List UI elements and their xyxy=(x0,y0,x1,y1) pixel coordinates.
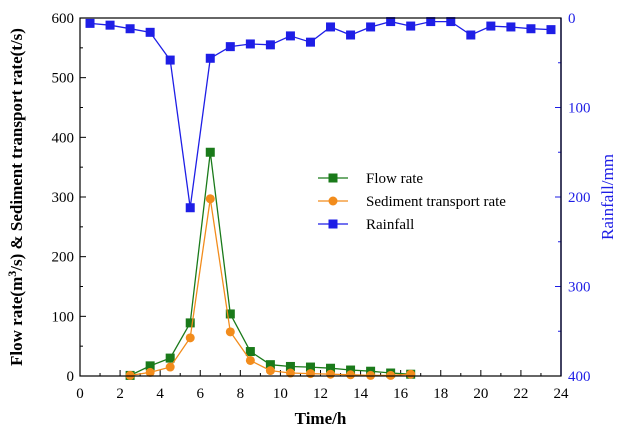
data-point-flow-rate xyxy=(225,309,235,319)
data-point-sediment xyxy=(145,367,155,377)
x-tick-label: 4 xyxy=(156,386,164,402)
left-y-tick-label: 600 xyxy=(52,11,75,27)
legend-marker-rainfall xyxy=(328,219,338,229)
data-point-rainfall xyxy=(285,31,295,41)
x-axis-title: Time/h xyxy=(295,409,347,428)
x-tick-label: 22 xyxy=(513,386,528,402)
data-point-rainfall xyxy=(245,39,255,49)
left-y-tick-label: 0 xyxy=(67,369,75,385)
data-point-flow-rate xyxy=(145,361,155,371)
data-point-rainfall xyxy=(486,21,496,31)
data-point-rainfall xyxy=(85,18,95,28)
data-point-flow-rate xyxy=(346,365,356,375)
x-tick-label: 20 xyxy=(473,386,488,402)
left-y-tick-label: 400 xyxy=(52,130,75,146)
data-point-sediment xyxy=(406,369,416,379)
data-point-rainfall xyxy=(546,25,556,35)
x-tick-label: 8 xyxy=(237,386,245,402)
x-tick-label: 2 xyxy=(116,386,124,402)
legend-marker-sediment xyxy=(328,196,338,206)
right-y-tick-label: 100 xyxy=(568,101,591,117)
data-point-sediment xyxy=(225,327,235,337)
data-point-rainfall xyxy=(386,17,396,27)
data-point-sediment xyxy=(185,333,195,343)
left-y-axis-title-part-1: Flow rate(m xyxy=(7,277,26,366)
legend-marker-flow-rate xyxy=(328,173,338,183)
x-tick-label: 12 xyxy=(313,386,328,402)
data-point-rainfall xyxy=(326,22,336,32)
data-point-flow-rate xyxy=(265,360,275,370)
data-point-rainfall xyxy=(205,53,215,63)
data-point-rainfall xyxy=(265,40,275,50)
data-point-rainfall xyxy=(506,22,516,32)
right-y-axis-title: Rainfall/mm xyxy=(598,154,617,240)
data-point-rainfall xyxy=(346,30,356,40)
data-point-sediment xyxy=(285,368,295,378)
right-y-tick-label: 0 xyxy=(568,11,576,27)
data-point-rainfall xyxy=(446,17,456,27)
tick-layer: 0 2 4 6 8 10 12 14 16 18 20 22 240100200300400500600… xyxy=(52,11,591,402)
left-y-tick-label: 200 xyxy=(52,250,75,266)
legend-label-flow-rate: Flow rate xyxy=(366,171,423,187)
data-point-flow-rate xyxy=(285,361,295,371)
plot-frame xyxy=(79,17,562,377)
data-point-rainfall xyxy=(305,37,315,47)
right-y-tick-label: 400 xyxy=(568,369,591,385)
data-point-sediment xyxy=(305,369,315,379)
x-tick-label: 10 xyxy=(273,386,288,402)
data-point-sediment xyxy=(265,366,275,376)
series-layer xyxy=(85,17,556,380)
legend: Flow rate Sediment transport rate Rainfa… xyxy=(318,171,506,233)
data-point-rainfall xyxy=(145,27,155,37)
data-point-rainfall xyxy=(466,30,476,40)
data-point-sediment xyxy=(165,362,175,372)
legend-label-rainfall: Rainfall xyxy=(366,217,414,233)
left-y-tick-label: 300 xyxy=(52,190,75,206)
legend-label-sediment: Sediment transport rate xyxy=(366,194,506,210)
data-point-rainfall xyxy=(426,17,436,27)
x-tick-label: 6 xyxy=(197,386,205,402)
data-point-rainfall xyxy=(105,20,115,30)
x-tick-label: 0 xyxy=(76,386,84,402)
data-point-rainfall xyxy=(125,24,135,34)
data-point-flow-rate xyxy=(165,353,175,363)
data-point-flow-rate xyxy=(205,147,215,157)
data-point-rainfall xyxy=(526,24,536,34)
data-point-rainfall xyxy=(406,21,416,31)
right-y-tick-label: 300 xyxy=(568,280,591,296)
data-point-sediment xyxy=(326,369,336,379)
data-point-flow-rate xyxy=(185,318,195,328)
data-point-flow-rate xyxy=(326,363,336,373)
x-tick-label: 18 xyxy=(433,386,448,402)
data-point-rainfall xyxy=(366,22,376,32)
left-y-axis-title-superscript: 3 xyxy=(5,271,19,277)
x-tick-label: 24 xyxy=(554,386,570,402)
data-point-sediment xyxy=(205,194,215,204)
x-tick-label: 14 xyxy=(353,386,369,402)
left-y-axis-title-part-2: /s) & Sediment transport rate(t/s) xyxy=(7,28,26,272)
data-point-rainfall xyxy=(225,42,235,52)
data-point-sediment xyxy=(245,355,255,365)
data-point-rainfall xyxy=(185,203,195,213)
data-point-flow-rate xyxy=(245,347,255,357)
series-line-rainfall xyxy=(89,20,552,208)
data-point-rainfall xyxy=(165,55,175,65)
left-y-axis-title: Flow rate(m3/s) & Sediment transport rat… xyxy=(5,28,26,366)
right-y-tick-label: 200 xyxy=(568,190,591,206)
left-y-tick-label: 100 xyxy=(52,309,75,325)
data-point-flow-rate xyxy=(305,362,315,372)
x-tick-label: 16 xyxy=(393,386,409,402)
left-y-tick-label: 500 xyxy=(52,71,75,87)
data-point-sediment xyxy=(346,370,356,380)
